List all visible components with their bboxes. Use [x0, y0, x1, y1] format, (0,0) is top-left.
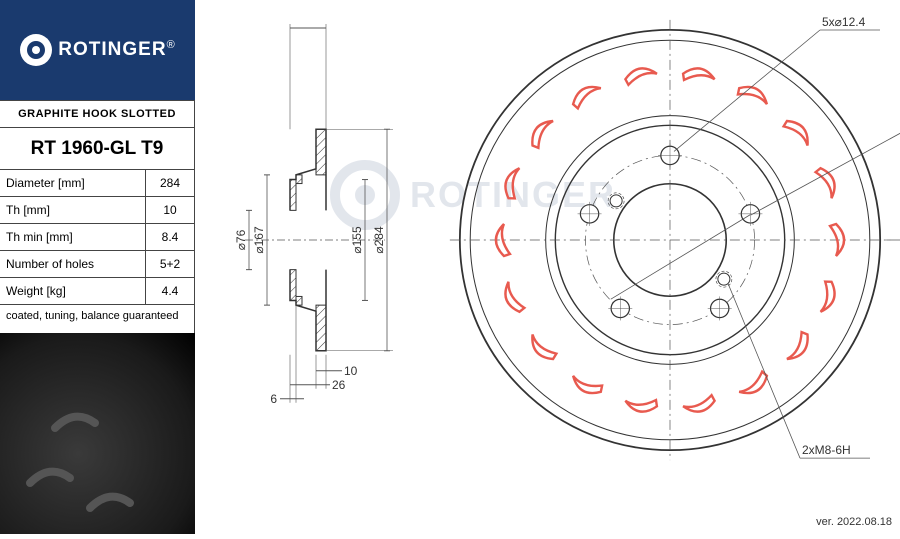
brand-name: ROTINGER [58, 39, 166, 60]
svg-text:5x⌀12.4: 5x⌀12.4 [822, 15, 866, 29]
spec-label: Th min [mm] [0, 224, 146, 250]
product-title: GRAPHITE HOOK SLOTTED [0, 100, 195, 128]
svg-text:6: 6 [270, 392, 277, 406]
svg-text:2xM8-6H: 2xM8-6H [802, 443, 851, 457]
spec-label: Weight [kg] [0, 278, 146, 304]
product-photo [0, 333, 195, 534]
technical-drawing: ⌀167⌀76⌀155⌀284626105x⌀12.4⌀114.32xM8-6H… [200, 0, 900, 534]
svg-text:⌀167: ⌀167 [252, 226, 266, 254]
spec-value: 284 [146, 170, 194, 196]
spec-row: Th [mm]10 [0, 197, 195, 224]
svg-text:⌀76: ⌀76 [234, 229, 248, 250]
part-number: RT 1960-GL T9 [0, 128, 195, 170]
spec-row: Number of holes5+2 [0, 251, 195, 278]
spec-value: 5+2 [146, 251, 194, 277]
spec-label: Diameter [mm] [0, 170, 146, 196]
spec-row: Th min [mm]8.4 [0, 224, 195, 251]
spec-value: 8.4 [146, 224, 194, 250]
spec-row: Diameter [mm]284 [0, 170, 195, 197]
logo-mark-icon [20, 34, 52, 66]
version-label: ver. 2022.08.18 [816, 516, 892, 528]
spec-value: 10 [146, 197, 194, 223]
spec-label: Number of holes [0, 251, 146, 277]
spec-row: Weight [kg]4.4 [0, 278, 195, 305]
registered-icon: ® [167, 39, 175, 51]
svg-text:10: 10 [344, 364, 358, 378]
svg-text:⌀284: ⌀284 [372, 226, 386, 254]
spec-label: Th [mm] [0, 197, 146, 223]
brand-logo: ROTINGER® [0, 0, 195, 100]
spec-value: 4.4 [146, 278, 194, 304]
svg-text:26: 26 [332, 378, 346, 392]
svg-text:⌀155: ⌀155 [350, 226, 364, 254]
